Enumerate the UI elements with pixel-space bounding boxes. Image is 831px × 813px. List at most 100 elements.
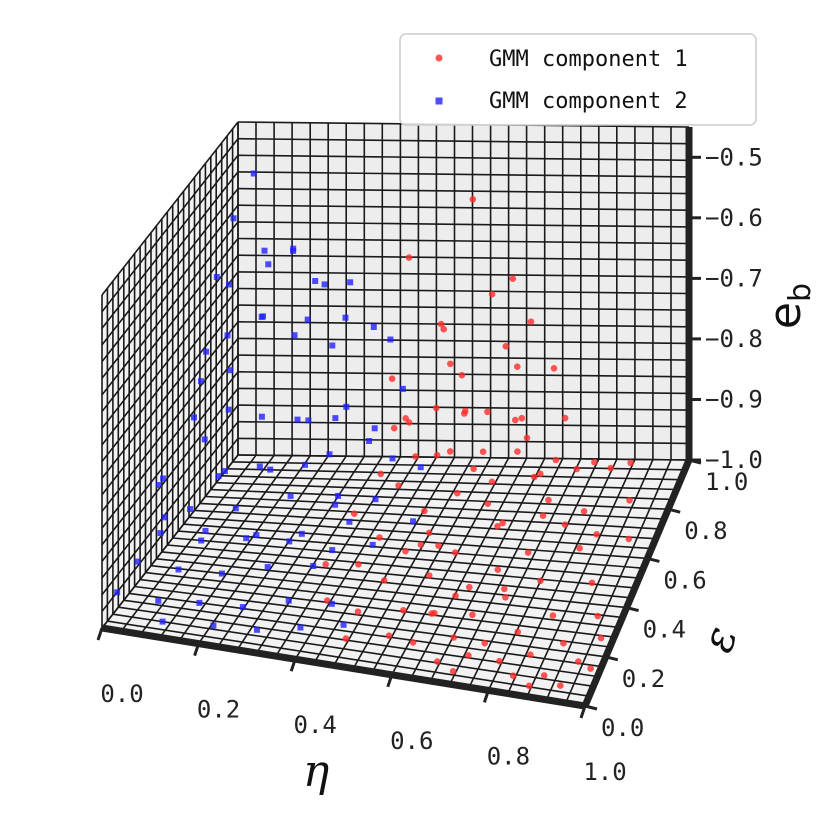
data-point bbox=[328, 600, 335, 607]
legend-label-component-2: GMM component 2 bbox=[489, 89, 688, 114]
y-tick-label: 0.8 bbox=[684, 517, 727, 545]
data-point bbox=[426, 572, 433, 579]
y-tick bbox=[647, 556, 660, 563]
data-point bbox=[488, 290, 496, 298]
grid-line-floor-x bbox=[159, 455, 293, 638]
data-point bbox=[370, 324, 377, 330]
grid-line-back-z bbox=[237, 187, 690, 195]
data-point bbox=[388, 375, 396, 383]
data-point bbox=[329, 342, 336, 349]
grid-line-back-z bbox=[237, 287, 690, 295]
data-point bbox=[525, 682, 533, 690]
data-point bbox=[501, 585, 508, 593]
data-point bbox=[502, 343, 510, 350]
z-axis-label-sub: b bbox=[783, 283, 818, 302]
data-point bbox=[332, 501, 339, 508]
data-point bbox=[518, 414, 526, 422]
grid-line-wall-z bbox=[101, 254, 239, 429]
data-point bbox=[466, 583, 473, 591]
grid-line-back-z bbox=[237, 321, 690, 328]
data-point bbox=[261, 247, 268, 254]
x-tick bbox=[386, 674, 394, 688]
grid-line-wall-z bbox=[101, 437, 239, 612]
data-point bbox=[458, 371, 466, 379]
data-point bbox=[232, 505, 239, 512]
grid-line-floor-y bbox=[221, 475, 677, 491]
grid-line-back-z bbox=[237, 404, 690, 411]
data-point bbox=[514, 363, 521, 371]
grid-line-wall-z bbox=[101, 288, 239, 462]
y-axis-label: ε bbox=[692, 620, 748, 658]
z-axis-label: eb bbox=[760, 283, 818, 329]
data-point bbox=[587, 665, 594, 672]
y-tick-label: 0.2 bbox=[622, 665, 665, 693]
data-point bbox=[239, 604, 246, 611]
data-point bbox=[191, 414, 197, 421]
y-tick bbox=[667, 507, 681, 514]
data-point bbox=[156, 482, 162, 488]
x-axis-label: η bbox=[303, 746, 329, 797]
grid-line-wall-z bbox=[101, 387, 239, 562]
grid-line-floor-y bbox=[188, 516, 652, 550]
x-tick-label: 0.6 bbox=[390, 727, 433, 755]
data-point bbox=[452, 592, 459, 599]
grid-line-back-z bbox=[237, 221, 690, 228]
x-tick-label: 1.0 bbox=[583, 758, 626, 786]
data-point bbox=[540, 672, 548, 679]
grid-line-back-z bbox=[237, 237, 690, 245]
grid-line-wall-z bbox=[101, 337, 239, 512]
data-point bbox=[502, 594, 509, 601]
data-point bbox=[366, 438, 373, 444]
data-point bbox=[230, 215, 237, 222]
data-point bbox=[326, 451, 333, 458]
data-point bbox=[347, 279, 354, 286]
x-tick bbox=[482, 689, 490, 703]
grid-line-floor-y bbox=[145, 571, 619, 629]
grid-line-floor-y bbox=[227, 468, 681, 481]
grid-line-back-z bbox=[237, 437, 690, 445]
grid-line-floor-x bbox=[468, 458, 582, 688]
grid-line-floor-y bbox=[216, 481, 673, 501]
grid-line-wall-z bbox=[101, 371, 239, 546]
data-point bbox=[437, 320, 445, 328]
grid-line-back-z bbox=[237, 387, 690, 395]
grid-line-floor-y bbox=[107, 620, 590, 697]
data-point bbox=[509, 672, 517, 679]
y-tick bbox=[626, 606, 639, 613]
z-tick-label: −0.6 bbox=[705, 204, 763, 232]
grid-line-floor-x bbox=[449, 458, 564, 685]
svg-text:eb: eb bbox=[760, 283, 818, 329]
data-points bbox=[114, 170, 634, 690]
data-point bbox=[607, 464, 614, 472]
data-point bbox=[371, 425, 378, 432]
y-tick-label: 0.0 bbox=[601, 714, 644, 742]
x-tick bbox=[579, 705, 587, 719]
data-point bbox=[527, 318, 535, 326]
data-point bbox=[254, 626, 260, 633]
data-point bbox=[417, 464, 424, 471]
grid-line-back-z bbox=[237, 204, 690, 211]
grid-line-wall-z bbox=[101, 138, 239, 313]
data-point bbox=[157, 530, 164, 537]
x-tick bbox=[193, 643, 201, 657]
y-tick-label: 1.0 bbox=[705, 468, 748, 496]
legend-label-component-1: GMM component 1 bbox=[489, 47, 688, 72]
axis-ticks: 0.00.20.40.60.81.00.00.20.40.60.81.0−1.0… bbox=[96, 143, 763, 786]
data-point bbox=[514, 628, 522, 636]
data-point bbox=[537, 470, 544, 478]
grid-line-floor-x bbox=[391, 457, 510, 676]
grid-line-wall-z bbox=[101, 238, 239, 412]
data-point bbox=[580, 508, 588, 515]
data-point bbox=[298, 530, 305, 537]
data-point bbox=[573, 465, 580, 473]
data-point bbox=[514, 448, 521, 455]
data-point bbox=[412, 453, 419, 460]
data-point bbox=[557, 682, 564, 689]
grid-line-floor-x bbox=[217, 455, 347, 648]
grid-line-floor-y bbox=[172, 537, 640, 579]
data-point bbox=[625, 535, 633, 543]
z-axis-label-main: e bbox=[760, 302, 811, 329]
data-point bbox=[434, 658, 441, 665]
grid-line-back-z bbox=[237, 354, 690, 361]
